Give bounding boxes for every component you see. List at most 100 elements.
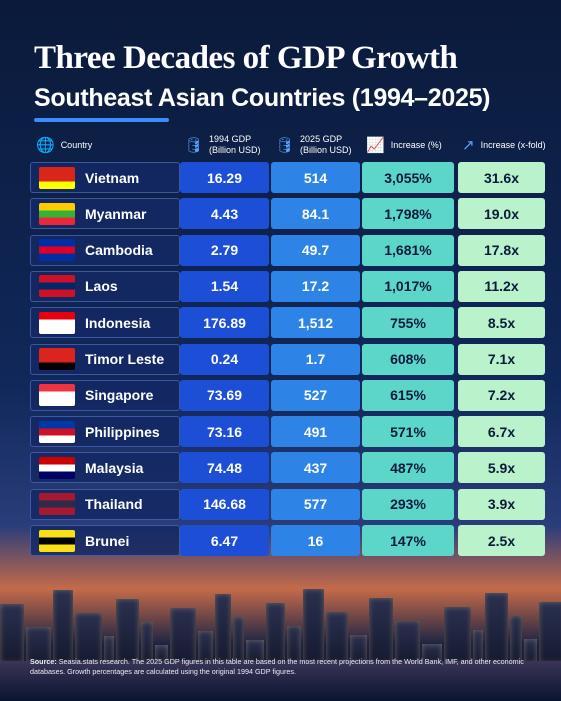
value-cell: 49.7 [271, 234, 360, 266]
header-cell: 📈 Increase (%) [366, 130, 458, 160]
country-name: Malaysia [85, 459, 144, 476]
flag [39, 420, 75, 443]
value-cell: 1,512 [271, 307, 360, 339]
country-name: Cambodia [85, 242, 153, 259]
building [215, 594, 231, 663]
header-cell: 🌐 Country [36, 130, 186, 160]
header-sub: (Billion USD) [209, 145, 261, 155]
value-cell: 571% [362, 416, 454, 448]
flag [39, 202, 75, 225]
header-label: Increase (x-fold) [480, 139, 546, 150]
header-label: Country [60, 139, 93, 150]
building [0, 604, 24, 663]
building [303, 589, 324, 663]
flag [39, 529, 75, 552]
subtitle: Southeast Asian Countries (1994–2025) [34, 84, 491, 112]
building [485, 593, 508, 663]
building [422, 644, 442, 663]
value-cell: 4.43 [180, 198, 269, 230]
country-cell: Indonesia [30, 307, 180, 339]
value-cell: 1,681% [362, 234, 454, 266]
country-cell: Timor Leste [30, 343, 180, 375]
value-cell: 615% [362, 379, 454, 411]
value-cell: 514 [271, 162, 360, 193]
header-icon: 🌐 [36, 136, 55, 154]
value-cell: 147% [362, 525, 454, 556]
building [350, 635, 367, 663]
building [395, 621, 420, 663]
header-text: Increase (%) [391, 140, 442, 151]
country-cell: Thailand [30, 488, 180, 520]
header-text: Increase (x-fold) [481, 140, 546, 151]
header-text: 2025 GDP (Billion USD) [300, 134, 352, 156]
value-cell: 84.1 [271, 198, 360, 230]
building [26, 627, 51, 663]
value-cell: 527 [271, 379, 360, 411]
value-cell: 17.8x [458, 234, 545, 266]
title: Three Decades of GDP Growth [34, 40, 458, 76]
value-cell: 74.48 [180, 452, 269, 484]
building [524, 639, 537, 663]
building [141, 622, 153, 663]
building [369, 598, 393, 663]
building [170, 608, 196, 663]
value-cell: 176.89 [180, 307, 269, 339]
header-label: Increase (%) [390, 139, 442, 150]
country-cell: Cambodia [30, 234, 180, 266]
flag [39, 239, 75, 262]
header-cell: ↗ Increase (x-fold) [462, 130, 549, 160]
value-cell: 5.9x [458, 452, 545, 484]
value-cell: 73.69 [180, 379, 269, 411]
source-label: Source: [30, 657, 57, 666]
value-cell: 7.2x [458, 379, 545, 411]
value-cell: 755% [362, 307, 454, 339]
building [233, 617, 244, 663]
country-cell: Vietnam [30, 162, 180, 193]
country-name: Thailand [85, 496, 143, 513]
value-cell: 8.5x [458, 307, 545, 339]
country-name: Laos [85, 278, 118, 295]
header-label: 1994 GDP [209, 134, 252, 144]
country-cell: Philippines [30, 416, 180, 448]
value-cell: 2.79 [180, 234, 269, 266]
building [75, 613, 102, 663]
value-cell: 16.29 [180, 162, 269, 193]
country-name: Myanmar [85, 205, 147, 222]
building [510, 616, 522, 663]
building [198, 631, 213, 663]
value-cell: 0.24 [180, 343, 269, 375]
country-cell: Brunei [30, 525, 180, 556]
flag [39, 348, 75, 370]
header-icon: 📈 [366, 136, 385, 154]
value-cell: 17.2 [271, 270, 360, 302]
flag [39, 456, 75, 479]
flag [39, 166, 75, 189]
building [287, 626, 301, 663]
flag [39, 493, 75, 516]
value-cell: 146.68 [180, 488, 269, 520]
source-text: Seasia.stats research. The 2025 GDP figu… [30, 657, 524, 676]
building [116, 599, 139, 663]
building [155, 645, 168, 663]
country-name: Timor Leste [85, 351, 165, 367]
value-cell: 437 [271, 452, 360, 484]
header-sub: (Billion USD) [300, 145, 352, 155]
country-cell: Laos [30, 270, 180, 302]
header-cell: 🛢 1994 GDP (Billion USD) [184, 130, 273, 160]
country-cell: Malaysia [30, 452, 180, 484]
building [53, 590, 73, 663]
header-icon: 🛢 [184, 136, 204, 154]
value-cell: 3.9x [458, 488, 545, 520]
building [539, 602, 561, 663]
country-cell: Singapore [30, 379, 180, 411]
value-cell: 11.2x [458, 270, 545, 302]
building [473, 630, 483, 663]
country-name: Brunei [85, 532, 130, 549]
value-cell: 6.7x [458, 416, 545, 448]
value-cell: 1.7 [271, 343, 360, 375]
header-label: 2025 GDP [300, 134, 343, 144]
building [444, 607, 471, 663]
value-cell: 2.5x [458, 525, 545, 556]
